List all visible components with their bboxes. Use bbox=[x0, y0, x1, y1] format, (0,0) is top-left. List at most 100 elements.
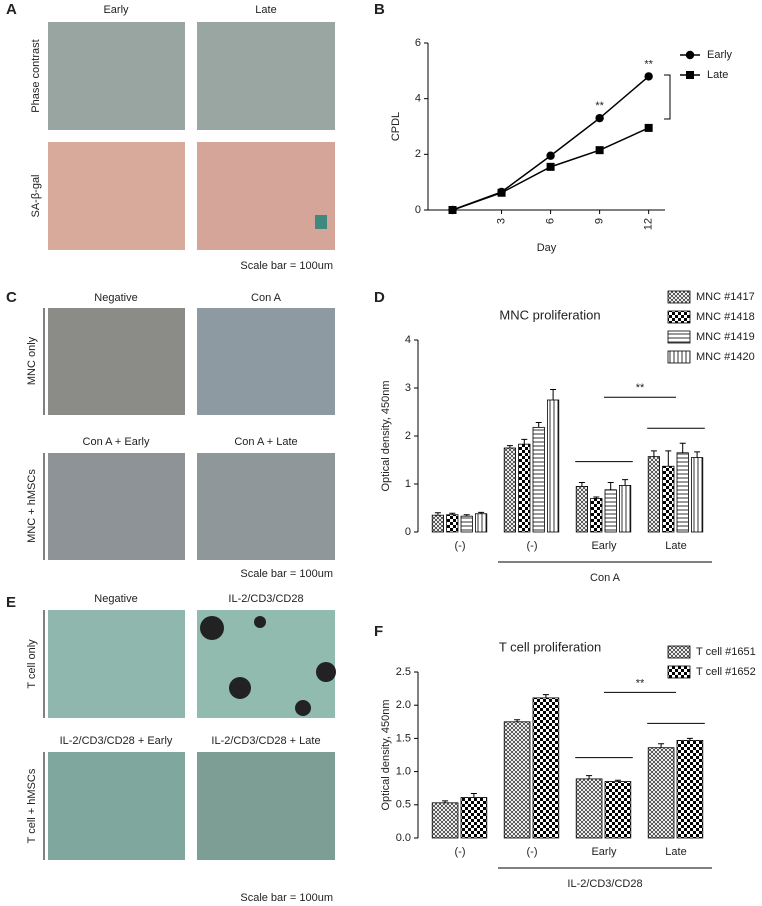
x-tick-label: Late bbox=[665, 540, 686, 552]
legend-swatch bbox=[667, 310, 691, 324]
y-tick-label: 2.5 bbox=[396, 666, 411, 678]
legend-label: MNC #1417 bbox=[696, 291, 755, 303]
y-tick-label: 0.0 bbox=[396, 832, 411, 844]
error-bar bbox=[463, 514, 470, 517]
legend-swatch bbox=[667, 330, 691, 344]
x-tick-label: 3 bbox=[495, 218, 507, 224]
column-label: IL-2/CD3/CD28 + Early bbox=[60, 735, 173, 747]
panel-letter: C bbox=[6, 289, 17, 306]
series-line bbox=[452, 75, 650, 211]
marker bbox=[546, 162, 555, 171]
y-tick-label: 0.5 bbox=[396, 799, 411, 811]
error-bar bbox=[658, 743, 665, 748]
bar bbox=[431, 514, 445, 533]
bar bbox=[460, 515, 473, 533]
error-bar bbox=[434, 512, 441, 516]
cluster bbox=[295, 700, 311, 716]
y-tick-label: 1 bbox=[405, 478, 411, 490]
error-bar bbox=[470, 793, 477, 798]
significance-label: ** bbox=[636, 677, 645, 689]
error-bar bbox=[650, 450, 657, 457]
y-tick-label: 1.0 bbox=[396, 766, 411, 778]
x-tick-label: (-) bbox=[455, 846, 466, 858]
panel-letter: D bbox=[374, 289, 385, 306]
row-label: Phase contrast bbox=[30, 39, 42, 112]
bar bbox=[547, 399, 560, 533]
marker bbox=[644, 72, 653, 81]
x-tick-label: Late bbox=[665, 846, 686, 858]
bar bbox=[590, 497, 603, 533]
bar bbox=[460, 797, 488, 839]
marker bbox=[595, 113, 604, 123]
error-bar bbox=[686, 737, 693, 741]
scale-label: Scale bar = 100um bbox=[240, 260, 333, 272]
panel-letter: A bbox=[6, 1, 17, 18]
error-bar bbox=[679, 442, 686, 453]
legend-label: MNC #1420 bbox=[696, 351, 755, 363]
error-bar bbox=[521, 438, 528, 445]
y-tick-label: 4 bbox=[415, 93, 421, 105]
row-label: SA-β-gal bbox=[30, 174, 42, 217]
micrograph bbox=[48, 610, 185, 718]
bar bbox=[604, 781, 632, 839]
error-bar bbox=[478, 511, 485, 514]
x-tick-label: (-) bbox=[527, 846, 538, 858]
x-tick-label: Early bbox=[591, 540, 617, 552]
legend-label: MNC #1418 bbox=[696, 311, 755, 323]
bar bbox=[575, 778, 603, 839]
cluster bbox=[229, 677, 251, 699]
row-label: T cell only bbox=[26, 639, 38, 689]
legend-swatch bbox=[667, 290, 691, 304]
column-label: Con A bbox=[251, 292, 282, 304]
legend-label: T cell #1652 bbox=[696, 666, 756, 678]
error-bar bbox=[586, 775, 593, 779]
y-tick-label: 1.5 bbox=[396, 732, 411, 744]
legend-label: Early bbox=[707, 49, 733, 61]
marker bbox=[497, 188, 506, 197]
error-bar bbox=[449, 512, 456, 515]
bar bbox=[503, 447, 517, 533]
marker bbox=[595, 146, 604, 155]
legend-swatch bbox=[667, 665, 691, 679]
y-tick-label: 2 bbox=[415, 148, 421, 160]
bar bbox=[532, 697, 560, 839]
micrograph bbox=[197, 142, 335, 250]
micrograph bbox=[48, 752, 185, 860]
legend-marker bbox=[686, 71, 694, 79]
column-label: Con A + Late bbox=[234, 436, 297, 448]
bar bbox=[662, 465, 675, 533]
panel-letter: E bbox=[6, 594, 16, 611]
micrograph bbox=[48, 453, 185, 560]
column-label: Negative bbox=[94, 292, 137, 304]
x-tick-label: 12 bbox=[643, 218, 655, 230]
error-bar bbox=[535, 422, 542, 428]
bar bbox=[647, 747, 675, 839]
panel-letter: F bbox=[374, 623, 383, 640]
bar bbox=[604, 489, 617, 533]
scale-label: Scale bar = 100um bbox=[240, 892, 333, 904]
error-bar bbox=[506, 445, 513, 448]
marker bbox=[644, 123, 653, 132]
y-tick-label: 4 bbox=[405, 334, 411, 346]
bar bbox=[532, 426, 545, 533]
legend-swatch bbox=[667, 645, 691, 659]
micrograph bbox=[197, 308, 335, 415]
error-bar bbox=[442, 800, 449, 803]
marker bbox=[546, 151, 555, 160]
bar bbox=[619, 485, 632, 533]
y-tick-label: 3 bbox=[405, 382, 411, 394]
panel-letter: B bbox=[374, 1, 385, 18]
x-tick-label: (-) bbox=[527, 540, 538, 552]
error-bar bbox=[550, 388, 557, 400]
bar bbox=[575, 485, 589, 533]
micrograph bbox=[197, 453, 335, 560]
micrograph bbox=[48, 142, 185, 250]
bar bbox=[676, 739, 704, 839]
column-label: Negative bbox=[94, 593, 137, 605]
cluster bbox=[316, 662, 336, 682]
error-bar bbox=[514, 719, 521, 722]
cluster bbox=[254, 616, 266, 628]
column-label: Early bbox=[103, 4, 129, 16]
y-axis-label: CPDL bbox=[390, 112, 402, 141]
